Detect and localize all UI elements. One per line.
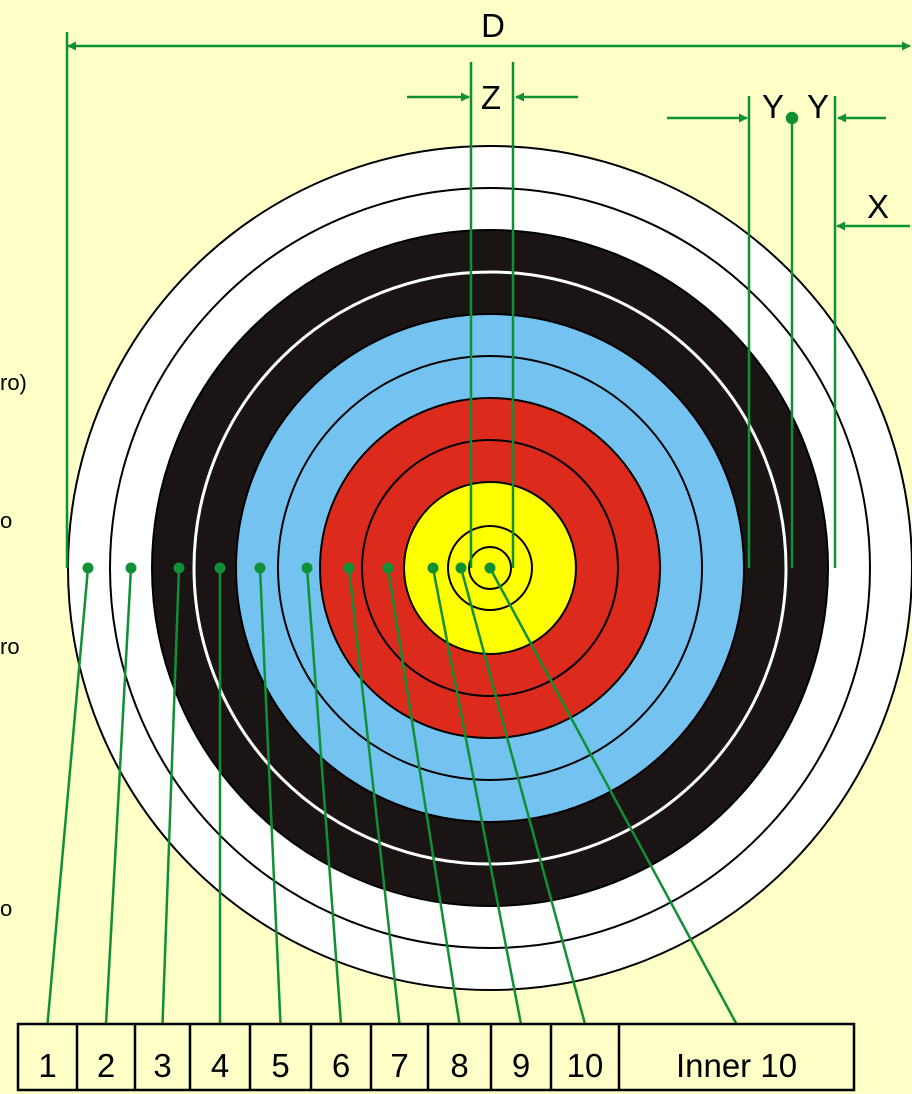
target-ring-line-5: [447, 525, 533, 611]
score-cell-9: 9: [512, 1047, 530, 1084]
score-cell-8: 8: [450, 1047, 468, 1084]
zone-leader-1: [46, 567, 90, 1025]
zone-dot-10: [455, 562, 467, 574]
target-ring-line-1: [109, 187, 871, 949]
target-ring-line-6: [468, 546, 512, 590]
zone-leader-10: [459, 567, 587, 1025]
score-cell-3: 3: [153, 1047, 171, 1084]
zone-dot-4: [214, 562, 226, 574]
zone-leader-9: [431, 567, 523, 1025]
score-cell-4: 4: [211, 1047, 229, 1084]
target-ring-line-4: [361, 439, 619, 697]
left-clipped-text-2: o: [0, 508, 13, 533]
zone-dot-5: [254, 562, 266, 574]
dimension-label-z: Z: [481, 79, 501, 116]
dimension-y-dot: [785, 111, 799, 125]
score-table-frame: [16, 1022, 856, 1092]
zone-dot-9: [427, 562, 439, 574]
score-cell-11: Inner 10: [676, 1047, 797, 1084]
zone-leader-3: [161, 567, 181, 1025]
score-table: 1 2 3 4 5 6 7 8 9 10 Inner 10: [16, 1022, 856, 1092]
dimension-label-y-left: Y: [762, 88, 784, 125]
left-clipped-text-1: ro): [0, 370, 27, 395]
score-cell-2: 2: [97, 1047, 115, 1084]
target-ring-line-3: [277, 355, 703, 781]
zone-leader-5: [258, 567, 282, 1025]
score-cell-6: 6: [332, 1047, 350, 1084]
dimension-label-y-right: Y: [807, 88, 829, 125]
zone-leader-2: [104, 567, 133, 1025]
zone-dot-8: [382, 562, 394, 574]
zone-dot-11: [484, 562, 496, 574]
score-cell-5: 5: [271, 1047, 289, 1084]
dimension-labels: DZ Y Y X: [481, 7, 889, 225]
zone-leader-8: [386, 567, 461, 1025]
score-cell-1: 1: [38, 1047, 56, 1084]
left-clipped-text-4: o: [0, 896, 13, 921]
zone-dot-2: [125, 562, 137, 574]
score-cell-7: 7: [390, 1047, 408, 1084]
left-clipped-text-3: ro: [0, 634, 20, 659]
zone-leader-11: [488, 567, 738, 1025]
dimension-lines: [65, 32, 911, 568]
zone-leader-lines: [46, 562, 738, 1025]
zone-dot-7: [343, 562, 355, 574]
dimension-label-d: D: [481, 7, 505, 44]
zone-dot-6: [301, 562, 313, 574]
score-cell-10: 10: [567, 1047, 604, 1084]
zone-dot-1: [82, 562, 94, 574]
dimension-label-x: X: [867, 188, 889, 225]
zone-dot-3: [173, 562, 185, 574]
zone-leader-7: [347, 567, 401, 1025]
zone-leader-6: [305, 567, 343, 1025]
